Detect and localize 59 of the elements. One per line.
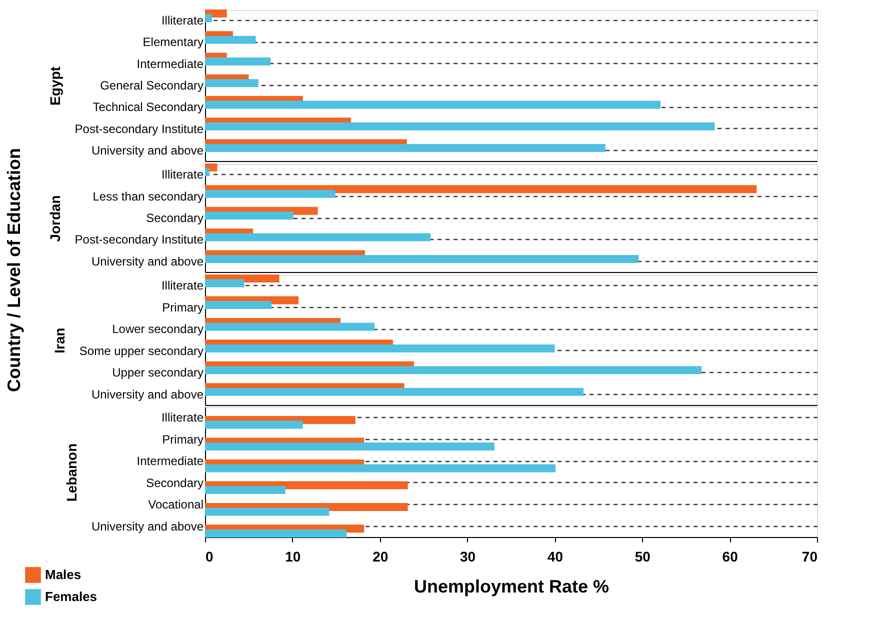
bar xyxy=(205,366,702,374)
y-tick-label: General Secondary xyxy=(100,78,204,92)
bar xyxy=(205,300,272,309)
y-tick-label: Illiterate xyxy=(161,410,204,425)
y-tick-label: Illiterate xyxy=(161,278,204,293)
x-tick-label: 60 xyxy=(722,548,738,564)
x-tick-label: 50 xyxy=(634,548,651,564)
x-tick-label: 40 xyxy=(547,548,564,564)
bar xyxy=(205,388,584,396)
y-tick-label: Post-secondary Institute xyxy=(74,232,204,247)
y-tick-label: Primary xyxy=(162,432,204,446)
bar xyxy=(205,57,271,66)
bar xyxy=(205,190,336,198)
bar xyxy=(205,254,639,263)
y-axis-title: Iran xyxy=(51,328,68,354)
y-tick-label: University and above xyxy=(91,387,204,402)
legend-label: Females xyxy=(45,589,98,604)
x-tick-label: 70 xyxy=(802,548,818,564)
y-tick-label: Secondary xyxy=(146,211,204,225)
bar xyxy=(205,79,258,88)
y-tick-label: University and above xyxy=(91,143,204,158)
bar xyxy=(205,144,606,152)
bar xyxy=(205,14,212,22)
y-tick-label: University and above xyxy=(91,519,204,534)
bar xyxy=(205,322,375,331)
y-tick-label: Less than secondary xyxy=(92,189,204,204)
bar xyxy=(205,185,757,194)
y-tick-label: Elementary xyxy=(142,35,204,50)
bar xyxy=(205,279,244,288)
y-tick-label: Technical Secondary xyxy=(92,100,204,114)
bar xyxy=(205,344,555,352)
y-tick-label: Illiterate xyxy=(161,14,204,28)
y-axis-title: Jordan xyxy=(46,195,63,242)
text: Country / Level of Education xyxy=(4,148,24,392)
bar xyxy=(205,100,661,109)
y-tick-label: University and above xyxy=(91,254,204,268)
bar xyxy=(205,233,431,242)
x-tick-label: 30 xyxy=(460,548,476,564)
y-axis-title: Egypt xyxy=(46,66,63,106)
y-tick-label: Intermediate xyxy=(136,454,204,468)
bar xyxy=(205,168,210,176)
bar xyxy=(205,122,715,130)
x-axis-title: Unemployment Rate % xyxy=(414,576,610,596)
y-tick-label: Intermediate xyxy=(136,56,204,71)
y-tick-label: Post-secondary Institute xyxy=(74,122,204,136)
y-tick-label: Upper secondary xyxy=(112,366,204,380)
bar xyxy=(205,36,256,44)
x-tick-label: 20 xyxy=(372,548,388,564)
y-tick-label: Illiterate xyxy=(161,168,204,182)
y-tick-label: Primary xyxy=(162,300,204,314)
y-tick-label: Secondary xyxy=(146,476,204,490)
x-tick-label: 0 xyxy=(206,548,214,564)
y-tick-label: Lower secondary xyxy=(112,322,204,336)
y-tick-label: Vocational xyxy=(148,498,204,512)
y-axis-title: Lebanon xyxy=(63,443,80,502)
y-tick-label: Some upper secondary xyxy=(79,344,204,358)
bar xyxy=(205,212,294,220)
x-tick-label: 10 xyxy=(285,548,301,564)
legend-label: Males xyxy=(45,567,82,582)
